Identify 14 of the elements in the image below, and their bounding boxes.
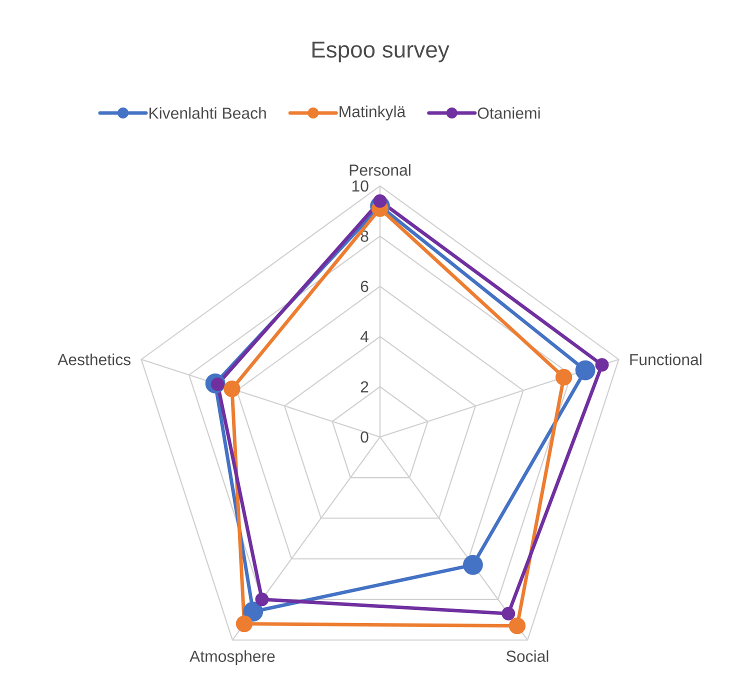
y-tick-label: 0 bbox=[360, 431, 368, 443]
spoke-label: Atmosphere bbox=[190, 650, 275, 666]
spoke-label: Social bbox=[506, 650, 548, 662]
y-tick-label: 10 bbox=[352, 180, 368, 192]
legend-label: Kivenlahti Beach bbox=[150, 107, 266, 119]
y-tick-label: 2 bbox=[360, 381, 368, 392]
legend-label: Matinkylä bbox=[340, 106, 406, 120]
legend-label: Otaniemi bbox=[478, 107, 540, 119]
spoke-label: Aesthetics bbox=[58, 354, 131, 366]
y-tick-label: 6 bbox=[360, 280, 368, 292]
y-tick-label: 4 bbox=[360, 331, 368, 342]
chart-title: Espoo survey bbox=[312, 42, 450, 62]
spoke-label: Personal bbox=[350, 164, 410, 176]
spoke-label: Functional bbox=[630, 354, 702, 366]
